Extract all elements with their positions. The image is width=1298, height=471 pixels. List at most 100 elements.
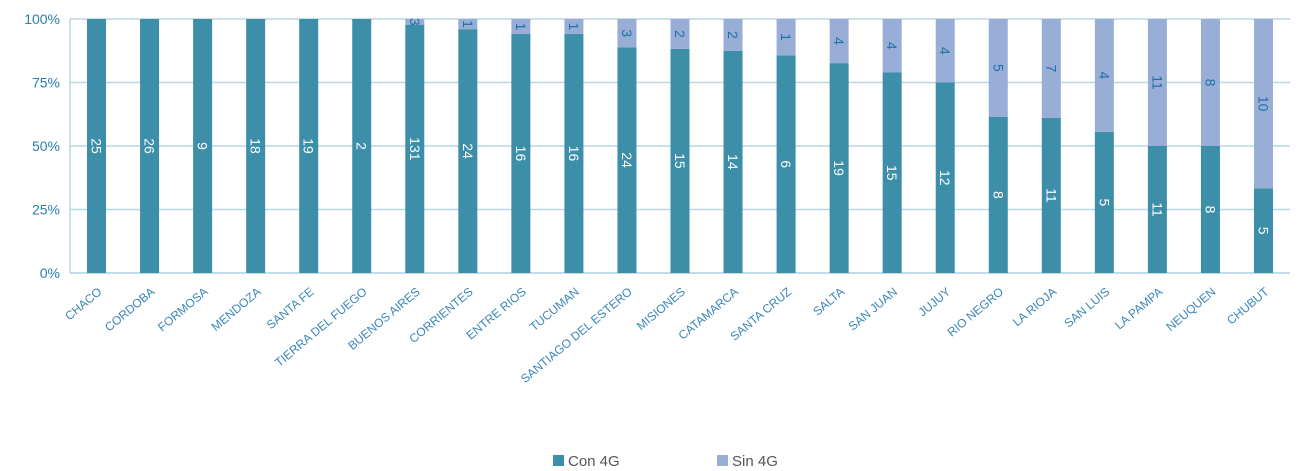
- data-label-sin-4g: 3: [619, 29, 635, 37]
- bar-sin-4g: [670, 19, 690, 49]
- data-label-sin-4g: 10: [1255, 96, 1271, 112]
- bar-con-4g: [299, 19, 319, 273]
- legend-swatch: [717, 455, 728, 466]
- bar-sin-4g: [511, 19, 531, 34]
- data-label-sin-4g: 4: [937, 47, 953, 55]
- bar-sin-4g: [882, 19, 902, 73]
- legend: Con 4G Sin 4G: [553, 453, 778, 470]
- y-tick-label: 25%: [32, 202, 60, 218]
- bar-con-4g: [246, 19, 266, 273]
- x-tick-label: MISIONES: [634, 285, 688, 333]
- x-tick-label: CORDOBA: [102, 285, 157, 335]
- y-tick-label: 50%: [32, 138, 60, 154]
- y-tick-label: 100%: [24, 11, 60, 27]
- bar-sin-4g: [1253, 19, 1273, 189]
- x-tick-label: MENDOZA: [209, 285, 264, 334]
- bar-con-4g: [617, 47, 637, 273]
- x-tick-label: LA PAMPA: [1112, 285, 1165, 333]
- bar-sin-4g: [829, 19, 849, 64]
- bar-sin-4g: [564, 19, 584, 34]
- bar-con-4g: [405, 24, 425, 273]
- data-label-con-4g: 16: [513, 146, 529, 162]
- data-label-con-4g: 26: [142, 138, 158, 154]
- x-tick-label: LA RIOJA: [1010, 285, 1059, 330]
- bar-con-4g: [1200, 146, 1220, 273]
- x-tick-label: NEUQUEN: [1163, 285, 1218, 334]
- data-label-sin-4g: 1: [513, 23, 529, 31]
- data-label-con-4g: 14: [725, 154, 741, 170]
- data-label-con-4g: 6: [778, 160, 794, 168]
- data-label-sin-4g: 5: [990, 64, 1006, 72]
- data-label-con-4g: 15: [672, 153, 688, 169]
- data-label-sin-4g: 3: [407, 18, 423, 26]
- data-label-con-4g: 8: [1202, 206, 1218, 214]
- bar-sin-4g: [458, 19, 478, 30]
- x-tick-label: JUJUY: [916, 285, 954, 320]
- data-label-sin-4g: 2: [725, 31, 741, 39]
- bar-con-4g: [776, 55, 796, 274]
- x-tick-label: SALTA: [810, 285, 847, 319]
- data-label-con-4g: 131: [407, 137, 423, 161]
- data-label-con-4g: 9: [195, 142, 211, 150]
- data-label-con-4g: 25: [89, 138, 105, 154]
- data-label-con-4g: 24: [460, 143, 476, 159]
- data-label-sin-4g: 4: [1096, 72, 1112, 80]
- data-label-con-4g: 19: [301, 138, 317, 154]
- bar-con-4g: [352, 19, 372, 273]
- data-label-sin-4g: 1: [460, 20, 476, 28]
- bar-con-4g: [564, 33, 584, 273]
- bar-sin-4g: [405, 19, 425, 25]
- x-tick-label: CHACO: [62, 285, 104, 324]
- bar-con-4g: [935, 82, 955, 273]
- data-label-con-4g: 15: [884, 165, 900, 181]
- bar-sin-4g: [988, 19, 1008, 117]
- data-label-con-4g: 12: [937, 170, 953, 186]
- data-label-con-4g: 5: [1255, 227, 1271, 235]
- y-axis: 0% 25% 50% 75% 100%: [24, 11, 60, 281]
- data-label-sin-4g: 1: [566, 23, 582, 31]
- bar-con-4g: [1147, 146, 1167, 273]
- bar-con-4g: [511, 33, 531, 273]
- bar-con-4g: [1094, 131, 1114, 273]
- bar-con-4g: [670, 48, 690, 273]
- bar-sin-4g: [1041, 19, 1061, 118]
- bar-con-4g: [140, 19, 160, 273]
- x-tick-label: SAN LUIS: [1061, 285, 1112, 331]
- data-label-sin-4g: 8: [1202, 79, 1218, 87]
- data-label-con-4g: 11: [1043, 188, 1059, 203]
- data-label-con-4g: 2: [354, 142, 370, 150]
- bar-con-4g: [193, 19, 213, 273]
- data-label-sin-4g: 4: [831, 37, 847, 45]
- bar-sin-4g: [723, 19, 743, 51]
- x-tick-label: FORMOSA: [155, 285, 210, 335]
- data-label-sin-4g: 4: [884, 42, 900, 50]
- bar-sin-4g: [935, 19, 955, 83]
- data-label-con-4g: 11: [1149, 202, 1165, 217]
- data-label-con-4g: 8: [990, 191, 1006, 199]
- data-label-con-4g: 24: [619, 152, 635, 168]
- bars: 25 26 9 18 19 2 131324116116124315214261194154…: [87, 18, 1273, 274]
- data-label-sin-4g: 7: [1043, 64, 1059, 72]
- x-tick-label: TIERRA DEL FUEGO: [272, 285, 370, 370]
- data-label-sin-4g: 2: [672, 30, 688, 38]
- bar-con-4g: [458, 29, 478, 273]
- y-tick-label: 0%: [40, 265, 60, 281]
- x-tick-label: RIO NEGRO: [945, 285, 1007, 340]
- bar-con-4g: [87, 19, 107, 273]
- legend-label: Con 4G: [568, 453, 620, 470]
- bar-sin-4g: [1094, 19, 1114, 132]
- bar-con-4g: [829, 63, 849, 273]
- bar-sin-4g: [776, 19, 796, 56]
- data-label-con-4g: 16: [566, 146, 582, 162]
- bar-sin-4g: [617, 19, 637, 48]
- x-tick-label: SANTA FE: [264, 285, 317, 332]
- y-tick-label: 75%: [32, 75, 60, 91]
- data-label-con-4g: 5: [1096, 199, 1112, 207]
- x-tick-label: SAN JUAN: [846, 285, 900, 334]
- legend-label: Sin 4G: [732, 453, 778, 470]
- bar-sin-4g: [1147, 19, 1167, 146]
- bar-con-4g: [1253, 188, 1273, 273]
- data-label-con-4g: 19: [831, 160, 847, 176]
